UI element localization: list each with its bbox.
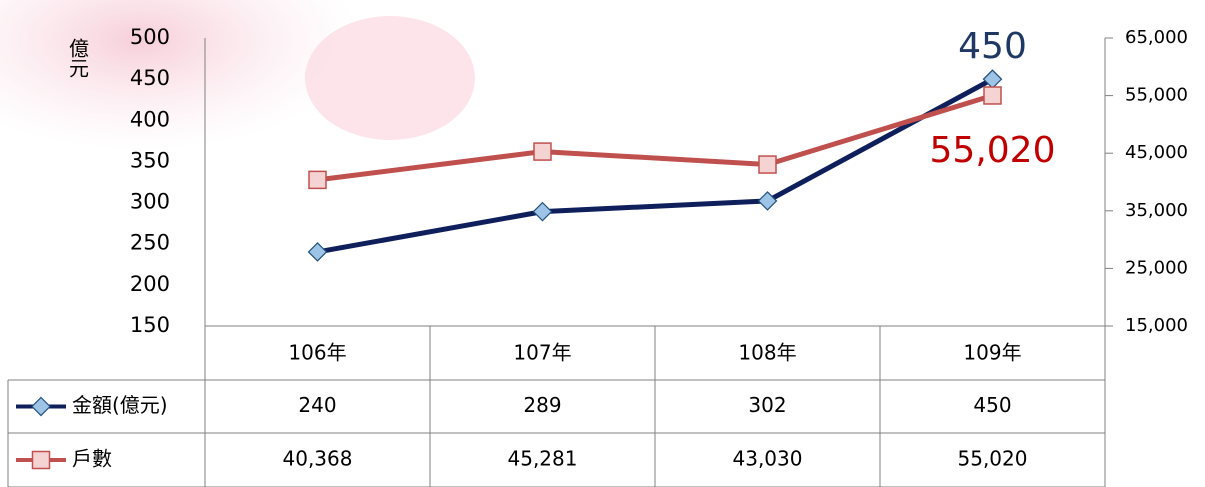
y-tick-label: 200	[130, 272, 170, 296]
marker	[758, 155, 777, 174]
x-tick-label: 108年	[738, 341, 796, 365]
table-value: 55,020	[958, 447, 1028, 471]
x-tick-label: 109年	[963, 341, 1021, 365]
marker	[532, 201, 553, 222]
y2-tick-label: 65,000	[1125, 27, 1188, 48]
x-tick-label: 106年	[288, 341, 346, 365]
y2-tick-label: 55,000	[1125, 85, 1188, 106]
table-value: 43,030	[733, 447, 803, 471]
marker	[757, 191, 778, 211]
y-tick-label: 400	[130, 107, 170, 131]
table-value: 240	[298, 393, 336, 417]
y-axis-label: 億元	[66, 38, 90, 78]
data-label: 55,020	[930, 130, 1056, 171]
y2-tick-label: 35,000	[1125, 200, 1188, 221]
y-tick-label: 500	[130, 25, 170, 49]
marker	[308, 170, 327, 190]
legend-marker	[31, 450, 51, 470]
legend-label: 戶數	[72, 447, 112, 471]
y-tick-label: 250	[130, 231, 170, 255]
background-decoration	[0, 0, 360, 150]
y-tick-label: 350	[130, 148, 170, 172]
series-line	[317, 93, 994, 183]
y2-tick-label: 45,000	[1125, 142, 1188, 163]
y-tick-label: 150	[130, 313, 170, 337]
marker	[982, 69, 1003, 89]
marker	[307, 242, 328, 262]
table-value: 45,281	[508, 447, 578, 471]
legend-marker	[31, 396, 51, 417]
legend-label: 金額(億元)	[72, 393, 168, 417]
table-value: 450	[973, 393, 1011, 417]
table-value: 302	[748, 393, 786, 417]
y-tick-label: 300	[130, 190, 170, 214]
background-decoration	[305, 16, 475, 140]
x-tick-label: 107年	[513, 341, 571, 365]
table-value: 40,368	[283, 447, 353, 471]
data-label: 450	[958, 26, 1027, 67]
y2-tick-label: 15,000	[1125, 315, 1188, 336]
table-value: 289	[523, 393, 561, 417]
marker	[533, 142, 552, 161]
y-tick-label: 450	[130, 66, 170, 90]
series-line	[317, 76, 994, 255]
marker	[983, 86, 1002, 105]
y2-tick-label: 25,000	[1125, 257, 1188, 278]
